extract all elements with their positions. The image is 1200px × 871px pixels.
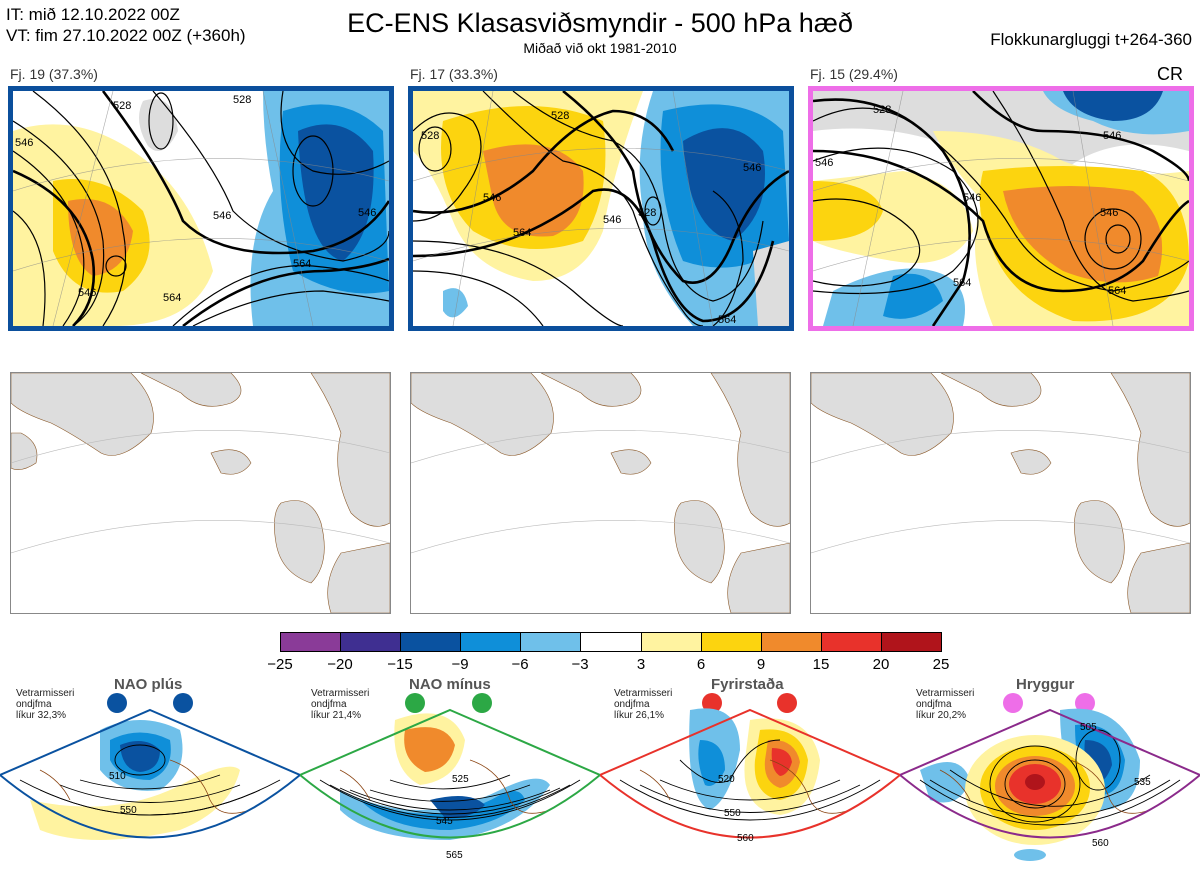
contour-label: 560 (1092, 838, 1109, 849)
contour-label: 564 (953, 277, 971, 289)
regime-3-marker-right (777, 693, 797, 713)
colorbar-swatch (281, 633, 342, 651)
colorbar-tick: 9 (756, 656, 766, 673)
contour-label: 528 (113, 100, 131, 112)
regime-4-marker-left (1003, 693, 1023, 713)
regime-4-marker-right (1075, 693, 1095, 713)
contour-label: 505 (1080, 722, 1097, 733)
colorbar-tick: 3 (636, 656, 646, 673)
colorbar-swatch (341, 633, 402, 651)
colorbar-tick: 25 (932, 656, 950, 673)
contour-label: 545 (436, 816, 453, 827)
contour-label: 528 (233, 94, 251, 106)
colorbar-swatch (461, 633, 522, 651)
colorbar-tick: 6 (696, 656, 706, 673)
valid-time: VT: fim 27.10.2022 00Z (+360h) (6, 26, 246, 45)
cluster-2-label: Fj. 17 (33.3%) (410, 66, 498, 82)
contour-label: 546 (963, 192, 981, 204)
colorbar-swatch (701, 633, 762, 651)
regime-1-info: Vetrarmisseri ondjfma líkur 32,3% (16, 688, 75, 721)
header-times: IT: mið 12.10.2022 00Z VT: fim 27.10.202… (6, 4, 246, 46)
base-map-1 (10, 372, 391, 614)
contour-label: 546 (358, 207, 376, 219)
page-title: EC-ENS Klasasviðsmyndir - 500 hPa hæð (347, 8, 853, 38)
contour-label: 546 (815, 157, 833, 169)
colorbar-tick: −9 (451, 656, 469, 673)
regime-4-name: Hryggur (1016, 676, 1075, 693)
regime-1-name: NAO plús (114, 676, 183, 693)
base-map-3 (810, 372, 1191, 614)
colorbar-swatch (821, 633, 882, 651)
regime-1-marker-right (173, 693, 193, 713)
cluster-2-contour-labels: 528 528 546 564 546 528 546 564 (421, 110, 761, 326)
contour-label: 528 (551, 110, 569, 122)
colorbar-tick: 20 (872, 656, 890, 673)
cluster-3-label: Fj. 15 (29.4%) (810, 66, 898, 82)
regime-3-info: Vetrarmisseri ondjfma líkur 26,1% (614, 688, 673, 721)
contour-label: 546 (743, 162, 761, 174)
base-map-2 (410, 372, 791, 614)
contour-label: 560 (737, 833, 754, 844)
cluster-3-contour-labels: 528 546 546 546 546 564 564 (815, 104, 1126, 297)
contour-label: 546 (15, 137, 33, 149)
contour-label: 546 (483, 192, 501, 204)
contour-label: 564 (163, 292, 181, 304)
contour-label: 525 (452, 774, 469, 785)
regime-3-marker-left (702, 693, 722, 713)
colorbar-tick: −3 (571, 656, 589, 673)
contour-label: 564 (718, 314, 736, 326)
contour-label: 528 (421, 130, 439, 142)
colorbar-swatch (881, 633, 942, 651)
contour-label: 564 (513, 227, 531, 239)
regime-2-marker-left (405, 693, 425, 713)
regime-1-map: 510 550 (0, 708, 300, 840)
colorbar-tick: −25 (267, 656, 293, 673)
cluster-2-map: 528 528 546 564 546 528 546 564 (408, 86, 794, 331)
regime-2-map: 525 545 565 (300, 708, 600, 861)
cluster-3-tag: CR (1157, 64, 1183, 84)
cluster-1-map: 528 546 546 564 546 564 528 546 (8, 86, 394, 331)
regime-1-marker-left (107, 693, 127, 713)
contour-label: 564 (1108, 285, 1126, 297)
page-subtitle: Miðað við okt 1981-2010 (523, 40, 677, 56)
colorbar-swatch (761, 633, 822, 651)
colorbar-swatch (401, 633, 462, 651)
regime-3-map: 520 550 560 (600, 708, 900, 844)
contour-label: 565 (446, 850, 463, 861)
colorbar-tick: −15 (387, 656, 413, 673)
contour-label: 510 (109, 771, 126, 782)
colorbar-tick: 15 (812, 656, 830, 673)
contour-label: 546 (603, 214, 621, 226)
contour-label: 535 (1134, 777, 1151, 788)
cluster-1-contour-labels: 528 546 546 564 546 564 528 546 (15, 94, 376, 304)
contour-label: 546 (1103, 130, 1121, 142)
colorbar (280, 632, 942, 652)
cluster-3-map: 528 546 546 546 546 564 564 (808, 86, 1194, 331)
contour-label: 550 (724, 808, 741, 819)
regime-3-name: Fyrirstaða (711, 676, 784, 693)
regime-2-name: NAO mínus (409, 676, 491, 693)
colorbar-swatch (521, 633, 582, 651)
regime-2-info: Vetrarmisseri ondjfma líkur 21,4% (311, 688, 370, 721)
contour-label: 520 (718, 774, 735, 785)
regime-2-marker-right (472, 693, 492, 713)
contour-label: 546 (1100, 207, 1118, 219)
contour-label: 564 (293, 258, 311, 270)
contour-label: 528 (638, 207, 656, 219)
contour-label: 528 (873, 104, 891, 116)
contour-label: 550 (120, 805, 137, 816)
init-time: IT: mið 12.10.2022 00Z (6, 5, 180, 24)
colorbar-tick: −20 (327, 656, 353, 673)
colorbar-tick: −6 (511, 656, 529, 673)
cluster-1-label: Fj. 19 (37.3%) (10, 66, 98, 82)
contour-label: 546 (78, 287, 96, 299)
regime-4-map: 505 535 560 (900, 708, 1200, 861)
colorbar-swatch (641, 633, 702, 651)
contour-label: 546 (213, 210, 231, 222)
regime-4-info: Vetrarmisseri ondjfma líkur 20,2% (916, 688, 975, 721)
classification-window: Flokkunargluggi t+264-360 (990, 30, 1192, 49)
colorbar-swatch (581, 633, 642, 651)
